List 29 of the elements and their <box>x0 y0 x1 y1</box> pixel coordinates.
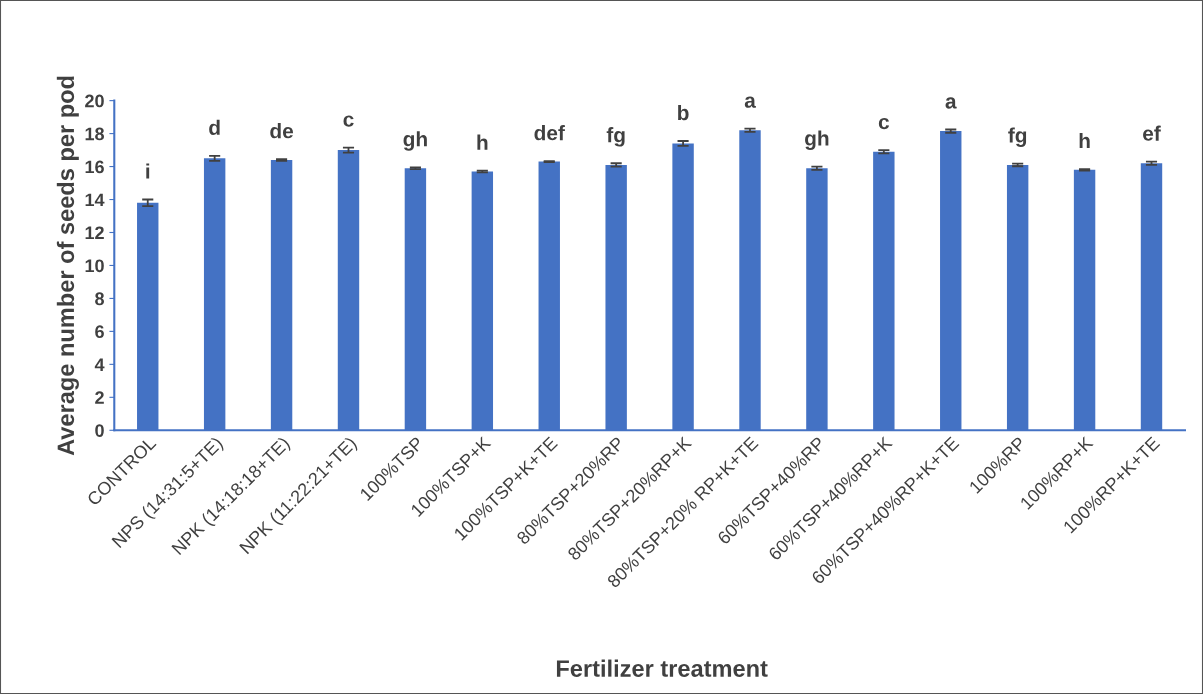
annotation: def <box>534 125 565 141</box>
annotation: a <box>945 97 957 109</box>
y-tick-label: 0 <box>95 424 104 437</box>
annotation: fg <box>606 127 625 147</box>
annotation: d <box>209 119 220 136</box>
annotation: ef <box>1143 125 1161 141</box>
annotation: de <box>270 123 294 139</box>
y-tick-label: 14 <box>85 193 105 207</box>
y-tick-label: 18 <box>85 127 105 141</box>
annotation: fg <box>1008 127 1027 147</box>
annotation: a <box>744 96 756 108</box>
y-axis-title: Average number of seeds per pod <box>56 76 79 456</box>
annotation: h <box>1079 132 1090 149</box>
annotation: i <box>146 163 150 179</box>
y-tick-label: 8 <box>95 292 105 306</box>
y-tick-label: 20 <box>85 94 104 108</box>
annotation: c <box>878 117 890 130</box>
annotation: h <box>477 134 488 150</box>
y-tick-label: 6 <box>95 325 104 339</box>
y-tick-label: 4 <box>94 358 105 371</box>
annotation: gh <box>403 131 427 151</box>
x-axis-title: Fertilizer treatment <box>556 659 768 677</box>
y-tick-label: 10 <box>85 259 104 273</box>
annotation: b <box>678 104 689 121</box>
y-tick-label: 12 <box>85 226 104 240</box>
annotation: gh <box>805 130 829 150</box>
y-tick-label: 2 <box>95 391 104 404</box>
y-tick-label: 16 <box>85 160 104 174</box>
annotation: c <box>343 115 354 127</box>
